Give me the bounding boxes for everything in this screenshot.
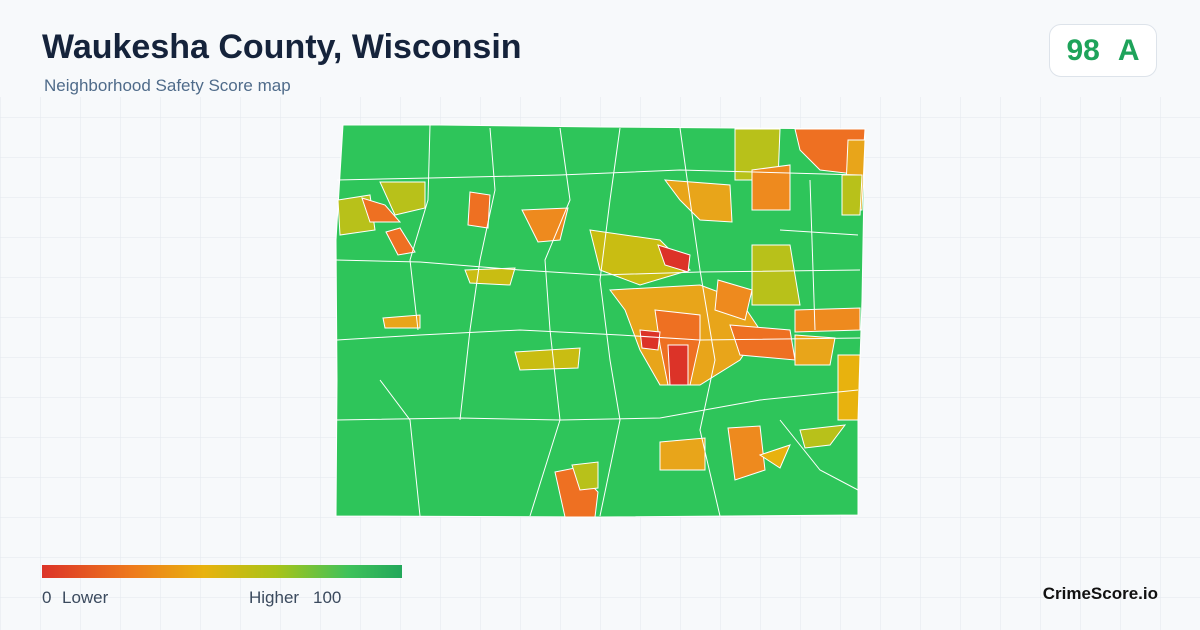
score: 98 [1066,33,1100,67]
grade: A [1117,33,1140,67]
legend-max-label: Higher [249,588,300,607]
legend-gradient [42,565,402,578]
legend-min-label: Lower [62,588,109,607]
score-badge: 98 A [1049,24,1157,77]
title: Waukesha County, Wisconsin [42,28,522,66]
legend-min: 0 [42,588,52,607]
county-map [335,124,866,518]
brand: CrimeScore.io [1042,584,1158,603]
legend-max: 100 [313,588,342,607]
subtitle: Neighborhood Safety Score map [44,76,291,95]
